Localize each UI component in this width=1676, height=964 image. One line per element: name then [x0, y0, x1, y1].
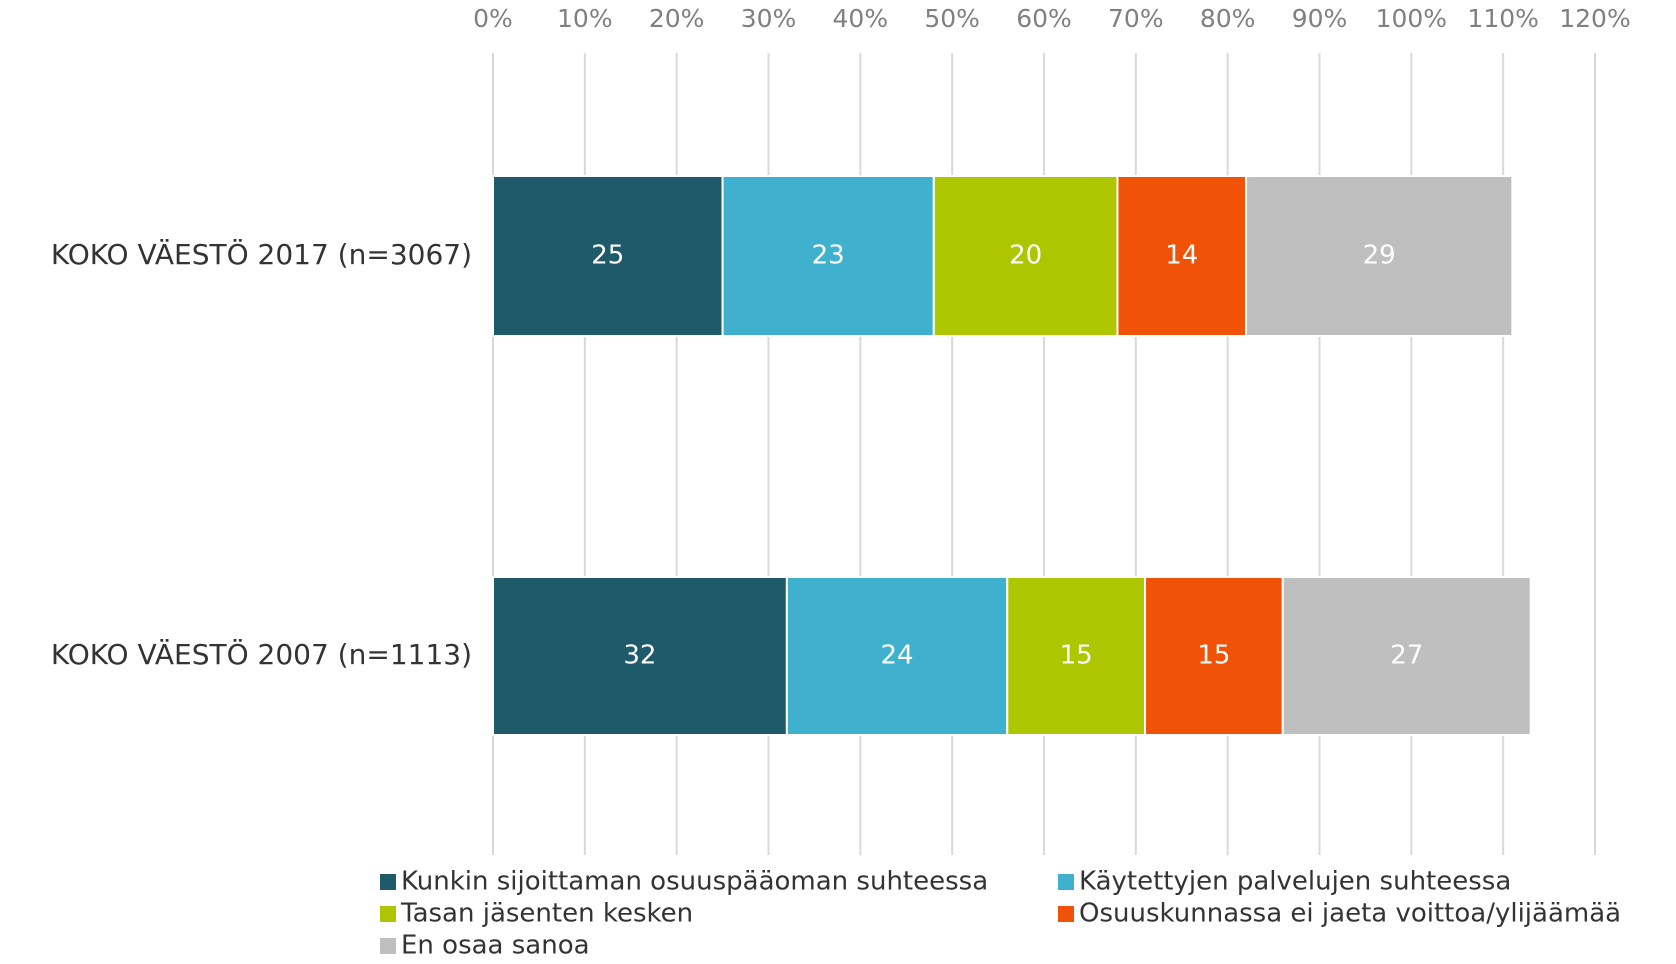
legend-swatch: [1058, 874, 1074, 890]
data-label: 25: [591, 241, 624, 271]
data-label: 27: [1390, 641, 1423, 671]
legend-swatch: [380, 938, 396, 954]
x-tick-label: 20%: [649, 4, 705, 33]
legend-label: Käytettyjen palvelujen suhteessa: [1079, 867, 1511, 897]
data-label: 14: [1165, 241, 1198, 271]
category-label: KOKO VÄESTÖ 2017 (n=3067): [51, 237, 472, 271]
x-tick-label: 60%: [1016, 4, 1072, 33]
x-tick-label: 70%: [1108, 4, 1164, 33]
data-label: 20: [1009, 241, 1042, 271]
legend-label: Osuuskunnassa ei jaeta voittoa/ylijäämää: [1079, 899, 1621, 929]
bar-segment: [1116, 175, 1248, 337]
bar-segment: [1245, 175, 1514, 337]
bar-segment: [1144, 576, 1284, 736]
x-tick-label: 0%: [473, 4, 513, 33]
data-label: 15: [1060, 641, 1093, 671]
legend-swatch: [1058, 906, 1074, 922]
legend-label: En osaa sanoa: [401, 931, 590, 961]
bar-segment: [492, 576, 788, 736]
data-label: 29: [1363, 241, 1396, 271]
x-tick-label: 50%: [924, 4, 980, 33]
x-tick-label: 40%: [833, 4, 889, 33]
legend-swatch: [380, 906, 396, 922]
x-tick-label: 120%: [1559, 4, 1630, 33]
bar-segment: [932, 175, 1119, 337]
bar-segment: [1281, 576, 1532, 736]
data-label: 24: [881, 641, 914, 671]
x-tick-label: 30%: [741, 4, 797, 33]
bar-segment: [785, 576, 1009, 736]
legend-swatch: [380, 874, 396, 890]
x-tick-label: 10%: [557, 4, 613, 33]
x-tick-label: 100%: [1376, 4, 1447, 33]
data-label: 15: [1197, 641, 1230, 671]
legend-label: Tasan jäsenten kesken: [400, 899, 693, 929]
x-tick-label: 110%: [1467, 4, 1538, 33]
x-tick-label: 90%: [1292, 4, 1348, 33]
data-label: 32: [623, 641, 656, 671]
x-tick-label: 80%: [1200, 4, 1256, 33]
category-label: KOKO VÄESTÖ 2007 (n=1113): [51, 637, 472, 671]
data-label: 23: [812, 241, 845, 271]
legend-label: Kunkin sijoittaman osuuspääoman suhteess…: [401, 867, 988, 897]
bar-segment: [492, 175, 724, 337]
bar-segment: [721, 175, 935, 337]
